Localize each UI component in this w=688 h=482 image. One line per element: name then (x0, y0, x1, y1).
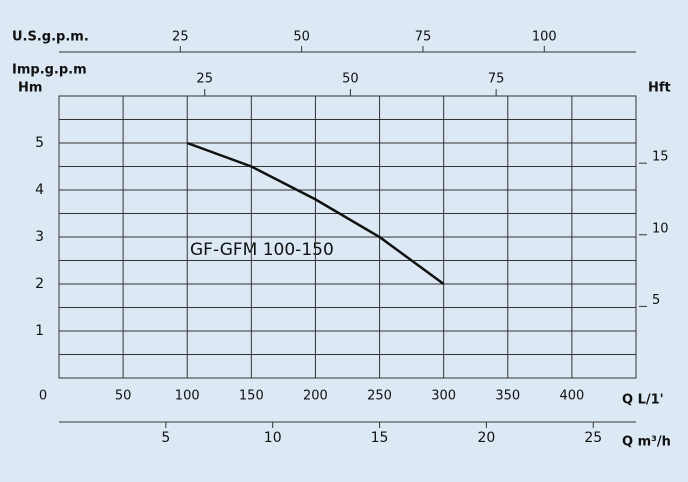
y-tick-label: 4 (35, 182, 44, 198)
top-tick-label: 100 (532, 30, 557, 45)
y-tick-label: 1 (35, 323, 44, 339)
x-tick-label: 50 (115, 389, 132, 404)
x2-axis-label: Q m³/h (622, 435, 671, 450)
top-tick-label: 50 (342, 72, 359, 87)
y-tick-label: 5 (35, 135, 44, 151)
curve-label: GF-GFM 100-150 (190, 240, 334, 260)
bottom-tick-label: 15 (371, 430, 389, 446)
top-axis-label: Imp.g.p.m (12, 63, 87, 78)
x-tick-label: 350 (495, 389, 520, 404)
x-tick-label: 0 (39, 389, 47, 404)
top-tick-label: 75 (415, 30, 432, 45)
y-axis-label: Hm (18, 81, 42, 96)
x-tick-label: 400 (559, 389, 584, 404)
top-tick-label: 25 (172, 30, 189, 45)
y2-axis-label: Hft (648, 81, 671, 96)
x-tick-label: 300 (431, 389, 456, 404)
x-axis-label: Q L/1' (622, 393, 664, 408)
top-tick-label: 75 (488, 72, 505, 87)
y-tick-label: 2 (35, 276, 44, 292)
top-axis-label: U.S.g.p.m. (12, 30, 89, 45)
x-tick-label: 100 (175, 389, 200, 404)
right-tick-label: 5 (652, 293, 660, 308)
top-tick-label: 25 (196, 72, 213, 87)
bottom-tick-label: 20 (477, 430, 495, 446)
top-tick-label: 50 (293, 30, 310, 45)
x-tick-label: 250 (367, 389, 392, 404)
curve (186, 141, 445, 286)
right-tick-label: 10 (652, 221, 669, 236)
right-tick-label: 15 (652, 150, 669, 165)
y-tick-label: 3 (35, 229, 44, 245)
bottom-tick-label: 5 (161, 430, 170, 446)
bottom-tick-label: 10 (264, 430, 282, 446)
x-tick-label: 200 (303, 389, 328, 404)
x-tick-label: 150 (239, 389, 264, 404)
bottom-tick-label: 25 (584, 430, 602, 446)
